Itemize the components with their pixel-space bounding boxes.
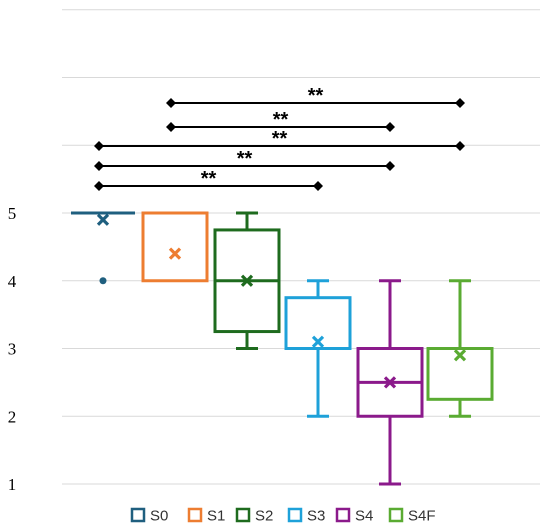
legend-label: S4F [408,508,436,525]
legend-item-s0: S0 [130,507,168,525]
y-tick-label: 3 [8,340,17,359]
y-tick-label: 1 [8,475,17,494]
legend-swatch [287,507,303,523]
bracket-end-marker [94,161,104,171]
legend: S0 S1 S2 S3 S4 S4F [130,507,436,525]
significance-label: ** [237,148,253,170]
legend-swatch [187,507,203,523]
outlier-point [99,277,107,285]
box-s0 [71,211,135,285]
significance-s1-s4: ** [166,109,395,132]
bracket-end-marker [313,181,323,191]
bracket-end-marker [94,141,104,151]
gridlines [62,9,540,485]
significance-label: ** [201,168,217,190]
bracket-end-marker [385,122,395,132]
significance-label: ** [273,109,289,131]
box-s3 [284,279,352,418]
significance-s0-s4: ** [94,148,395,171]
mean-marker [96,213,110,226]
legend-item-s4: S4 [335,507,373,525]
bracket-end-marker [166,122,176,132]
bracket-end-marker [455,141,465,151]
significance-brackets: ********** [94,85,465,191]
legend-label: S1 [207,508,225,525]
bracket-end-marker [455,98,465,108]
mean-marker [453,349,467,362]
legend-swatch [235,507,251,523]
significance-s0-s3: ** [94,168,323,191]
legend-label: S4 [355,508,373,525]
legend-item-s2: S2 [235,507,273,525]
box-s4f [426,279,494,418]
boxes [71,211,494,486]
mean-marker [311,335,325,348]
legend-item-s3: S3 [287,507,325,525]
bracket-end-marker [385,161,395,171]
legend-item-s1: S1 [187,507,225,525]
significance-label: ** [272,128,288,150]
significance-label: ** [308,85,324,107]
significance-s1-s4f: ** [166,85,465,108]
legend-swatch [130,507,146,523]
bracket-end-marker [166,98,176,108]
legend-label: S0 [150,508,168,525]
y-axis-ticks: 1 2 3 4 5 [8,204,17,494]
legend-swatch [388,507,404,523]
y-tick-label: 5 [8,204,17,223]
box-s1 [141,211,209,283]
y-tick-label: 4 [8,272,17,291]
significance-s0-s4f: ** [94,128,465,151]
box-s4 [356,279,424,486]
legend-swatch [335,507,351,523]
mean-marker [240,274,254,287]
legend-label: S2 [255,508,273,525]
y-tick-label: 2 [8,407,17,426]
box-s2 [213,211,281,350]
box-iqr [141,211,209,283]
legend-item-s4f: S4F [388,507,436,525]
mean-marker [168,247,182,260]
bracket-end-marker [94,181,104,191]
mean-marker [383,376,397,389]
legend-label: S3 [307,508,325,525]
